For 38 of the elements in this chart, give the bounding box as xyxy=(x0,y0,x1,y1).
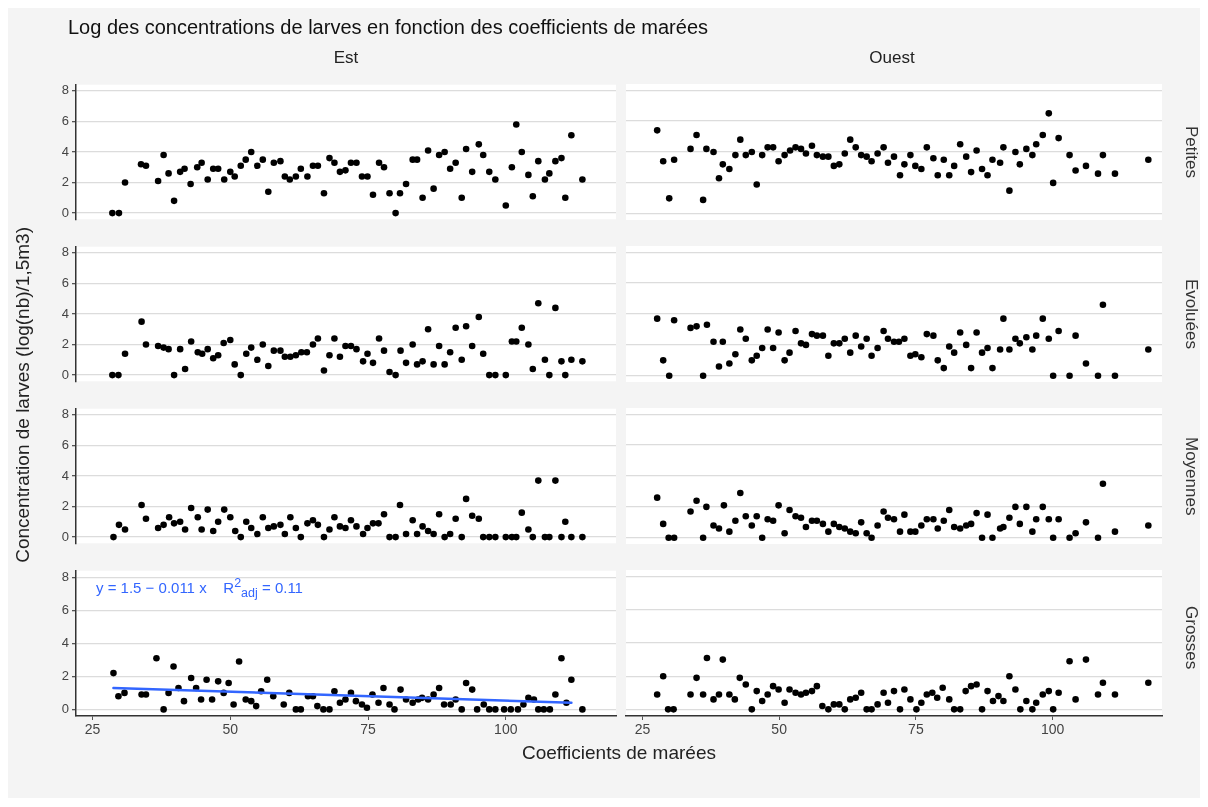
y-tick-label: 2 xyxy=(61,174,69,190)
y-tick-label: 4 xyxy=(61,305,69,321)
x-tick-label: 25 xyxy=(84,721,101,738)
y-tick-label: 0 xyxy=(61,366,69,382)
chart-title: Log des concentrations de larves en fonction des coefficients de marées xyxy=(68,16,709,39)
y-tick-label: 4 xyxy=(61,143,69,159)
x-axis-title: Coefficients de marées xyxy=(521,742,717,764)
y-tick-label: 6 xyxy=(61,601,69,617)
y2-axis-title: Moyennes xyxy=(1181,436,1201,516)
y-axis-title: Concentration de larves (log(nb)/1,5m3) xyxy=(12,227,34,563)
y-tick-label: 8 xyxy=(61,82,69,98)
y2-axis-title: Petites xyxy=(1181,126,1201,178)
y-tick-label: 0 xyxy=(61,528,69,544)
chart-subtitle: Est xyxy=(332,48,360,68)
x-tick-label: 75 xyxy=(908,721,924,738)
y-tick-label: 4 xyxy=(61,634,69,650)
y-tick-label: 6 xyxy=(61,113,69,129)
x-tick-label: 25 xyxy=(634,721,651,738)
x-tick-label: 50 xyxy=(771,721,788,738)
x-tick-label: 75 xyxy=(360,721,377,738)
y-tick-label: 4 xyxy=(61,467,69,483)
y-tick-label: 0 xyxy=(61,204,69,220)
y-tick-label: 8 xyxy=(61,568,69,584)
annotation: y = 1.5 − 0.011 x R$^{2}$$_{adj}$ = 0.11 xyxy=(96,576,303,600)
y-tick-label: 2 xyxy=(61,667,69,683)
y-tick-label: 6 xyxy=(61,275,69,291)
y-tick-label: 8 xyxy=(61,244,69,260)
x-tick-label: 100 xyxy=(1040,721,1065,738)
y2-axis-title: Grosses xyxy=(1181,606,1201,670)
chart-subtitle: Ouest xyxy=(868,48,916,68)
y-tick-label: 2 xyxy=(61,498,69,514)
y-tick-label: 6 xyxy=(61,437,69,453)
y-tick-label: 0 xyxy=(61,700,69,716)
y-tick-label: 2 xyxy=(61,336,69,352)
y-tick-label: 8 xyxy=(61,406,69,422)
x-tick-label: 50 xyxy=(222,721,239,738)
x-tick-label: 100 xyxy=(494,721,518,738)
y2-axis-title: Evoluées xyxy=(1181,279,1201,349)
